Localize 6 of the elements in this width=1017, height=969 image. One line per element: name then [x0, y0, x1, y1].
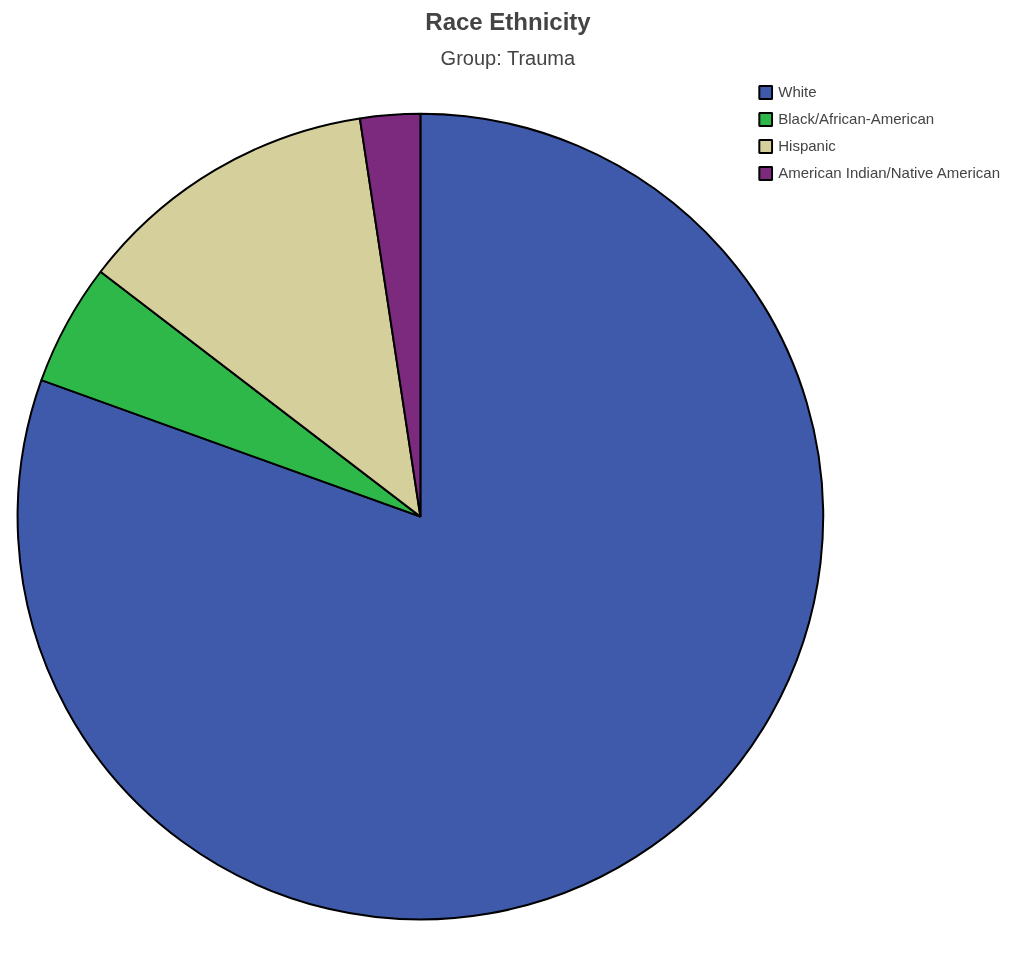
legend-label: Hispanic	[778, 137, 836, 154]
chart-title: Race Ethnicity	[425, 7, 592, 35]
legend-label: White	[778, 83, 817, 100]
legend-label: American Indian/Native American	[778, 164, 1000, 181]
legend-label: Black/African-American	[778, 110, 935, 127]
chart-subtitle: Group: Trauma	[440, 46, 576, 69]
